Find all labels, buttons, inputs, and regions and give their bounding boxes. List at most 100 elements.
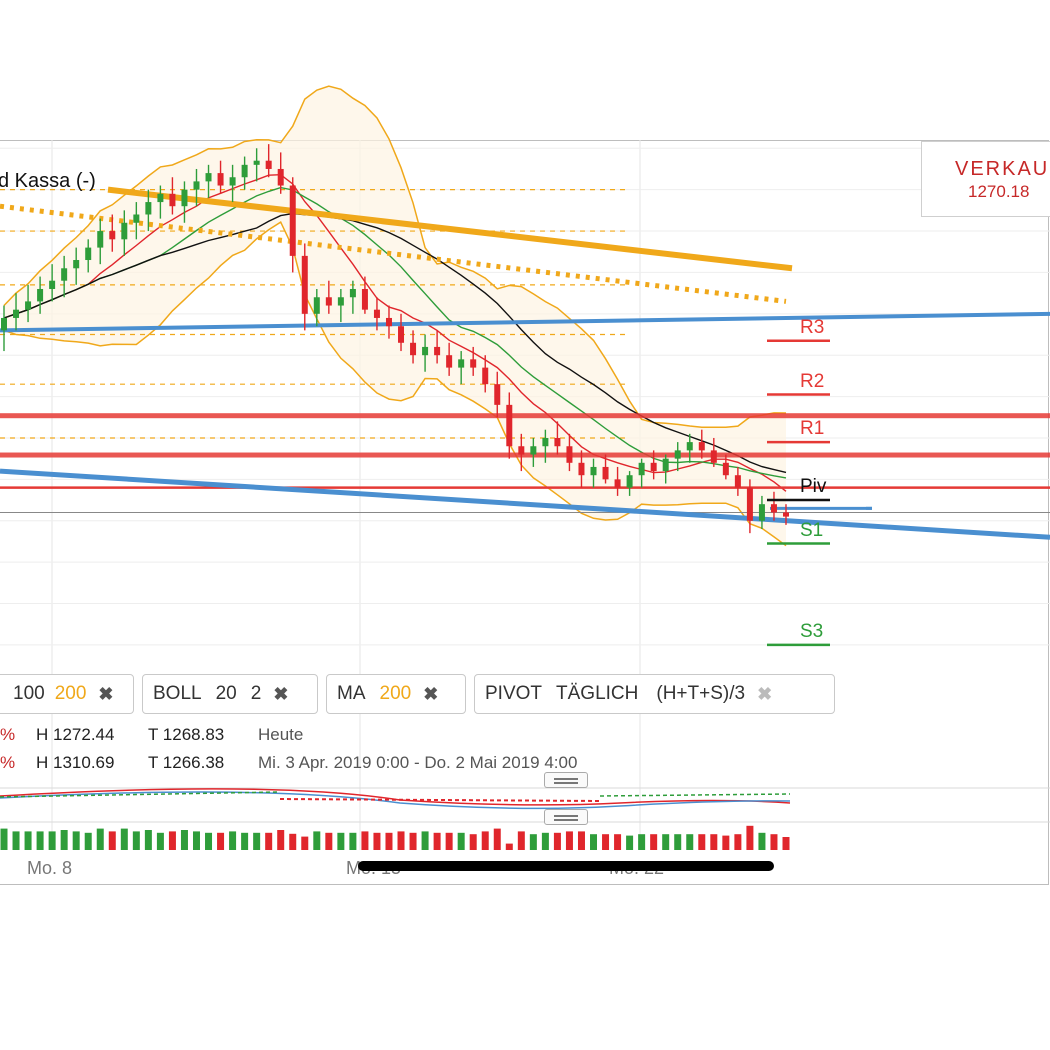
macd-hist-neg xyxy=(279,798,601,802)
home-indicator xyxy=(358,861,774,871)
volume-bar xyxy=(602,834,610,850)
pivot-level-r3-label: R3 xyxy=(800,316,825,338)
volume-bar xyxy=(698,834,706,850)
remove-boll-icon[interactable]: ✖ xyxy=(273,683,289,704)
pivot-chip[interactable]: PIVOT TÄGLICH (H+T+S)/3 ✖ xyxy=(474,674,835,714)
trendline-blue-upper xyxy=(0,311,1050,333)
x-label-mo8: Mo. 8 xyxy=(27,858,73,878)
boll-chip[interactable]: BOLL 20 2 ✖ xyxy=(142,674,318,714)
volume-bar xyxy=(24,831,32,850)
volume-bar xyxy=(385,832,393,850)
volume-bar xyxy=(577,831,585,850)
volume-bar xyxy=(36,831,44,850)
candle-body xyxy=(337,297,344,306)
volume-bar xyxy=(168,831,176,850)
volume-bar xyxy=(337,832,345,850)
pivot-thick-band-2 xyxy=(0,452,1050,458)
volume-bar xyxy=(481,831,489,850)
pivot-name: PIVOT xyxy=(485,683,543,704)
boll-period: 20 xyxy=(215,683,237,704)
macd-hist-pos-2 xyxy=(599,793,791,797)
pivot-thick-band-1 xyxy=(0,413,1050,419)
info-line-period: % H 1310.69 T 1266.38 Mi. 3 Apr. 2019 0:… xyxy=(0,753,577,773)
volume-bar xyxy=(108,831,116,850)
ma-first-period-a: 100 xyxy=(13,683,45,704)
remove-ma-first-icon[interactable]: ✖ xyxy=(98,683,114,704)
volume-bar xyxy=(770,834,778,850)
ma-200-chip[interactable]: MA 200 ✖ xyxy=(326,674,466,714)
volume-bar xyxy=(144,830,152,850)
boll-dev: 2 xyxy=(250,683,262,704)
candle-body xyxy=(398,326,405,343)
volume-bar xyxy=(301,836,309,850)
sell-label: VERKAU xyxy=(955,158,1050,180)
panel-resize-handle-upper[interactable] xyxy=(544,772,588,788)
remove-pivot-icon[interactable]: ✖ xyxy=(757,683,773,704)
trendline-orange-solid xyxy=(107,186,793,272)
volume-bar xyxy=(325,832,333,850)
candle-body xyxy=(97,231,104,248)
pivot-level-piv-label: Piv xyxy=(800,476,827,498)
candle-body xyxy=(385,317,392,327)
candle-body xyxy=(313,297,320,314)
candle-body xyxy=(121,222,128,240)
candle-body xyxy=(241,164,248,178)
volume-bar xyxy=(132,831,140,850)
volume-bar xyxy=(722,835,730,850)
volume-bar xyxy=(48,831,56,850)
candle-body xyxy=(13,309,20,318)
candle-body xyxy=(638,462,645,476)
candle-body xyxy=(434,346,441,356)
volume-bar xyxy=(373,832,381,850)
panel-resize-handle-lower[interactable] xyxy=(544,809,588,825)
macd-signal-line xyxy=(0,791,791,810)
candle-body xyxy=(265,160,272,169)
volume-bar xyxy=(421,831,429,850)
trendline-orange-dotted xyxy=(0,203,787,304)
volume-bar xyxy=(361,831,369,850)
candle-body xyxy=(674,450,681,459)
macd-hist-pos xyxy=(0,791,281,798)
info-range-period: Mi. 3 Apr. 2019 0:00 - Do. 2 Mai 2019 4:… xyxy=(258,753,578,772)
volume-bar xyxy=(614,834,622,850)
volume-bar xyxy=(289,833,297,850)
candle-body xyxy=(109,231,116,240)
volume-bar xyxy=(686,834,694,850)
volume-bar xyxy=(662,834,670,850)
volume-bar xyxy=(746,825,754,850)
candle-body xyxy=(1,317,7,331)
volume-bar xyxy=(638,834,646,850)
candle-body xyxy=(650,462,657,472)
ma-100-200-chip[interactable]: 100 200 ✖ xyxy=(0,674,134,714)
candle-body xyxy=(229,177,236,186)
volume-bar xyxy=(626,835,634,850)
candle-body xyxy=(446,355,453,368)
volume-bar xyxy=(445,832,453,850)
candle-body xyxy=(410,342,417,356)
volume-bar xyxy=(241,832,249,850)
candle-body xyxy=(193,181,200,190)
volume-bar xyxy=(553,832,561,850)
pivot-level-r1-label: R1 xyxy=(800,418,825,440)
remove-ma-icon[interactable]: ✖ xyxy=(423,683,439,704)
candle-body xyxy=(698,442,705,451)
info-line-today: % H 1272.44 T 1268.83 Heute xyxy=(0,725,303,745)
candle-body xyxy=(783,512,789,517)
volume-bar xyxy=(782,837,790,850)
volume-bar xyxy=(205,832,213,850)
candle-body xyxy=(578,462,585,476)
pivot-level-s3-label: S3 xyxy=(800,620,824,642)
ma-red-line xyxy=(3,173,787,492)
candle-body xyxy=(289,185,296,256)
candle-body xyxy=(253,160,260,165)
sell-box[interactable]: VERKAU 1270.18 xyxy=(921,141,1050,217)
candle-body xyxy=(61,268,68,281)
volume-bar xyxy=(84,832,92,850)
candle-body xyxy=(530,446,537,455)
volume-bar xyxy=(96,828,104,850)
info-change-today: % xyxy=(0,725,16,744)
candle-body xyxy=(85,247,92,261)
volume-bar xyxy=(60,830,68,850)
pivot-level-r2-label: R2 xyxy=(800,370,825,392)
